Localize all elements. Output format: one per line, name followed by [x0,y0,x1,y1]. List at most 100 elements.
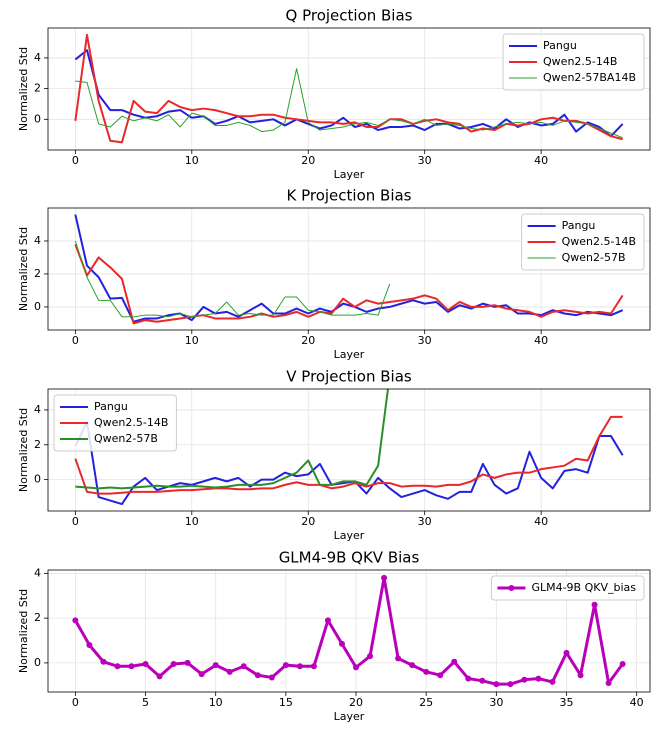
y-axis-label: Normalized Std [17,227,30,311]
point [282,662,289,669]
chart-title: V Projection Bias [286,368,412,386]
point [353,664,360,671]
y-tick-label: 2 [34,611,41,624]
point [142,661,149,668]
subplot: GLM4-9B QKV Bias 0 5 10 15 20 25 30 35 40 0 2 4 Layer… [17,549,651,723]
point [521,676,528,683]
point [156,673,163,680]
series-line [74,240,391,318]
series-line [74,415,623,495]
point [128,663,135,670]
legend-label: Qwen2-57B [562,251,626,264]
x-tick-label: 40 [630,696,644,709]
point [367,653,374,660]
legend-label: Qwen2.5-14B [543,55,617,68]
point [268,674,275,681]
y-tick-label: 4 [34,51,41,64]
y-tick-label: 2 [34,82,41,95]
point [409,662,416,669]
series-line [74,33,623,144]
point [226,668,233,675]
legend-label: Qwen2.5-14B [562,235,636,248]
point [72,617,79,624]
x-tick-label: 10 [185,154,199,167]
point [591,601,598,608]
point [114,663,121,670]
series-line [74,576,624,686]
legend-label: Qwen2.5-14B [94,416,168,429]
point [605,680,612,687]
subplot: V Projection Bias 0 10 20 30 40 0 2 4 Layer Normal… [17,368,651,542]
y-tick-label: 0 [34,473,41,486]
point [577,672,584,679]
x-tick-label: 40 [534,154,548,167]
y-tick-label: 0 [34,656,41,669]
point [465,675,472,682]
x-tick-label: 30 [418,334,432,347]
legend-box [502,33,645,91]
x-axis-label: Layer [334,529,365,542]
x-tick-label: 10 [185,515,199,528]
plot-area [74,389,624,506]
y-tick-label: 2 [34,438,41,451]
x-tick-label: 40 [534,515,548,528]
chart-title: K Projection Bias [286,187,411,205]
y-tick-label: 4 [34,566,41,579]
y-tick-label: 4 [34,403,41,416]
legend: Pangu Qwen2.5-14B Qwen2-57B [521,213,645,271]
point [493,681,500,688]
x-tick-label: 20 [301,334,315,347]
plot-area [72,574,626,688]
point [310,663,317,670]
series-line [75,389,389,490]
legend-label: Pangu [562,219,596,232]
x-tick-label: 25 [419,696,433,709]
point [170,661,177,668]
point [507,681,514,688]
point [395,655,402,662]
point [184,659,191,666]
x-tick-label: 10 [185,334,199,347]
x-tick-label: 0 [72,515,79,528]
point [451,658,458,665]
point [535,675,542,682]
legend: Pangu Qwen2.5-14B Qwen2-57B [53,394,177,452]
legend-box [53,394,177,452]
x-tick-label: 20 [349,696,363,709]
x-tick-label: 5 [142,696,149,709]
x-axis-label: Layer [334,710,365,723]
legend-marker [508,585,515,591]
legend-label: Qwen2-57B [94,432,158,445]
legend-box [490,575,645,601]
x-tick-label: 20 [301,154,315,167]
point [254,672,261,679]
legend-label: Pangu [94,400,128,413]
point [100,658,107,665]
x-tick-label: 0 [72,696,79,709]
axes-frame [47,569,651,693]
x-tick-label: 0 [72,334,79,347]
x-tick-label: 10 [209,696,223,709]
x-tick-label: 30 [418,515,432,528]
series-line [74,214,624,323]
axes-frame [47,27,651,151]
point [296,663,303,670]
x-tick-label: 15 [279,696,293,709]
y-axis-label: Normalized Std [17,408,30,492]
x-tick-label: 0 [72,154,79,167]
axes-frame [47,207,651,331]
point [549,678,556,685]
point [479,677,486,684]
x-tick-label: 20 [301,515,315,528]
legend: Pangu Qwen2.5-14B Qwen2-57BA14B [502,33,645,91]
y-tick-label: 4 [34,234,41,247]
legend-box [521,213,645,271]
point [338,640,345,647]
x-tick-label: 30 [418,154,432,167]
y-axis-label: Normalized Std [17,589,30,673]
legend-label: Qwen2-57BA14B [543,71,636,84]
point [324,617,331,624]
point [240,663,247,670]
point [212,662,219,669]
